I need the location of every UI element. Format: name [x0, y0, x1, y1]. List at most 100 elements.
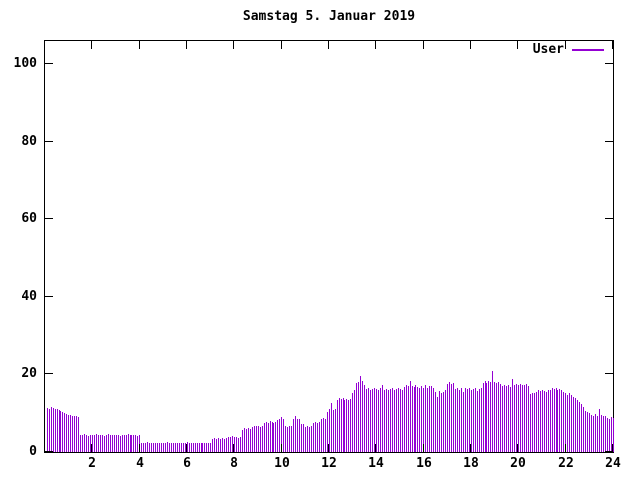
bar — [486, 383, 487, 452]
bar — [459, 390, 460, 452]
bar — [64, 413, 65, 452]
bar — [538, 390, 539, 452]
x-tick-label: 16 — [416, 456, 432, 471]
bar — [110, 435, 111, 452]
bar — [601, 415, 602, 452]
bar — [583, 407, 584, 452]
bar — [595, 414, 596, 452]
bar — [230, 437, 231, 452]
x-tick-mark — [470, 41, 471, 49]
bar — [417, 387, 418, 452]
bar — [473, 389, 474, 452]
y-tick-mark — [45, 296, 53, 297]
bar — [260, 427, 261, 452]
bar — [72, 416, 73, 452]
bar — [51, 407, 52, 452]
y-tick-mark — [45, 63, 53, 64]
bar — [597, 416, 598, 452]
bar — [524, 385, 525, 452]
bar — [589, 413, 590, 452]
bar — [536, 392, 537, 452]
bar — [102, 435, 103, 452]
bar — [185, 443, 186, 452]
x-tick-mark — [233, 444, 234, 452]
x-tick-label: 4 — [136, 456, 144, 471]
bar — [585, 411, 586, 452]
bar — [603, 416, 604, 452]
bar — [313, 423, 314, 452]
y-tick-mark — [45, 218, 53, 219]
bar — [441, 393, 442, 452]
bar — [506, 386, 507, 452]
bar — [246, 429, 247, 452]
bar — [368, 388, 369, 452]
bar — [599, 409, 600, 452]
plot-area: User — [44, 40, 614, 453]
bar — [494, 382, 495, 452]
bar — [433, 388, 434, 452]
bar — [382, 385, 383, 452]
bar — [53, 408, 54, 452]
bar — [62, 412, 63, 452]
bar — [179, 443, 180, 452]
bar — [149, 443, 150, 452]
y-tick-mark — [605, 141, 613, 142]
bar — [295, 416, 296, 452]
bar — [607, 418, 608, 452]
bar — [224, 439, 225, 452]
bar — [573, 397, 574, 452]
x-tick-mark — [328, 41, 329, 49]
bar — [96, 434, 97, 452]
bar — [455, 389, 456, 452]
chart-title: Samstag 5. Januar 2019 — [242, 9, 416, 24]
y-tick-mark — [605, 296, 613, 297]
x-tick-mark — [517, 41, 518, 49]
bar — [348, 400, 349, 452]
bar — [268, 423, 269, 452]
bar — [374, 388, 375, 452]
bar — [55, 409, 56, 452]
bar — [173, 443, 174, 452]
legend: User — [533, 43, 604, 57]
bar — [307, 426, 308, 452]
bar — [325, 419, 326, 452]
x-tick-mark — [91, 444, 92, 452]
bar — [461, 388, 462, 452]
bar — [587, 412, 588, 452]
bar — [201, 443, 202, 452]
bar — [114, 435, 115, 452]
bar — [360, 376, 361, 452]
bar — [208, 443, 209, 452]
bar — [210, 443, 211, 452]
bar — [135, 435, 136, 452]
y-tick-label: 0 — [29, 444, 37, 459]
bar — [279, 419, 280, 452]
bar — [514, 385, 515, 452]
y-tick-mark — [45, 141, 53, 142]
bar — [447, 384, 448, 452]
y-tick-mark — [605, 451, 613, 452]
bar — [242, 430, 243, 452]
bar — [130, 435, 131, 452]
bar — [335, 409, 336, 452]
bar — [98, 435, 99, 452]
bar — [222, 438, 223, 452]
bar — [124, 435, 125, 452]
bar — [479, 389, 480, 452]
y-tick-mark — [605, 373, 613, 374]
bar — [510, 387, 511, 452]
bar — [526, 384, 527, 452]
x-tick-mark — [328, 444, 329, 452]
bar — [60, 411, 61, 452]
bar — [502, 386, 503, 452]
bar — [234, 437, 235, 452]
bar — [177, 443, 178, 452]
bar — [277, 420, 278, 452]
bar — [226, 438, 227, 452]
bar — [252, 427, 253, 452]
bar — [388, 390, 389, 452]
bar — [254, 426, 255, 452]
bar — [171, 443, 172, 452]
bar — [544, 391, 545, 452]
x-tick-mark — [281, 444, 282, 452]
